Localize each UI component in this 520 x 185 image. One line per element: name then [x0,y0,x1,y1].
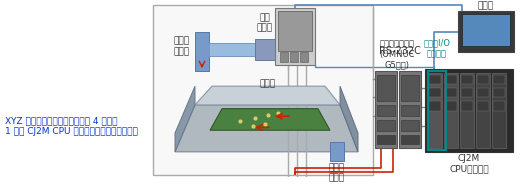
Text: カメラ: カメラ [260,79,276,88]
Bar [399,71,421,148]
Bar [377,105,395,116]
Bar [460,73,474,148]
Bar [429,88,441,97]
Polygon shape [210,109,330,130]
Bar [278,11,312,51]
Polygon shape [340,86,358,152]
Text: パルスI/O
ブロック: パルスI/O ブロック [423,39,450,58]
Bar [445,75,457,84]
Bar [209,43,259,56]
Bar [461,101,473,111]
Bar [477,75,489,84]
Bar [429,101,441,111]
Bar [290,52,298,62]
Bar [461,88,473,97]
Text: RS-232C: RS-232C [379,46,421,56]
Bar [445,101,457,111]
Text: サーボ
モータ: サーボ モータ [174,36,190,56]
Bar [377,135,395,144]
Text: 表示器: 表示器 [478,1,494,10]
Text: 1 台の CJ2M CPU ユニットで位置制御可能。: 1 台の CJ2M CPU ユニットで位置制御可能。 [5,127,138,136]
Bar [428,71,446,150]
Bar [401,120,419,131]
Text: サーボドライバ
(OMNUC
G5など): サーボドライバ (OMNUC G5など) [379,39,415,69]
Bar [444,73,458,148]
Bar [492,73,506,148]
Bar [458,11,514,52]
Bar [300,52,308,62]
Bar [477,88,489,97]
Bar [493,101,505,111]
Bar [401,105,419,116]
Bar [401,135,419,144]
Bar [462,14,510,46]
Polygon shape [175,86,195,152]
Bar [377,75,395,101]
Text: サーボ
モータ: サーボ モータ [329,163,345,182]
Bar [476,73,490,148]
Bar [477,101,489,111]
Polygon shape [195,86,340,105]
Bar [493,88,505,97]
Bar [255,39,275,60]
Bar [425,69,513,152]
Bar [493,75,505,84]
Text: 視覚
センサ: 視覚 センサ [257,13,273,32]
Bar [330,142,344,161]
Bar [280,52,288,62]
Text: CJ2M
CPUユニット: CJ2M CPUユニット [449,154,489,173]
Bar [195,32,209,71]
Bar [461,75,473,84]
Bar [375,71,397,148]
Bar [377,120,395,131]
Bar [428,73,442,148]
Text: XYZ テーブルとコンベアの合計 4 軸を、: XYZ テーブルとコンベアの合計 4 軸を、 [5,116,118,125]
Polygon shape [175,105,358,152]
Bar [445,88,457,97]
Bar [401,75,419,101]
Bar [275,8,315,65]
Bar [153,6,373,175]
Bar [429,75,441,84]
